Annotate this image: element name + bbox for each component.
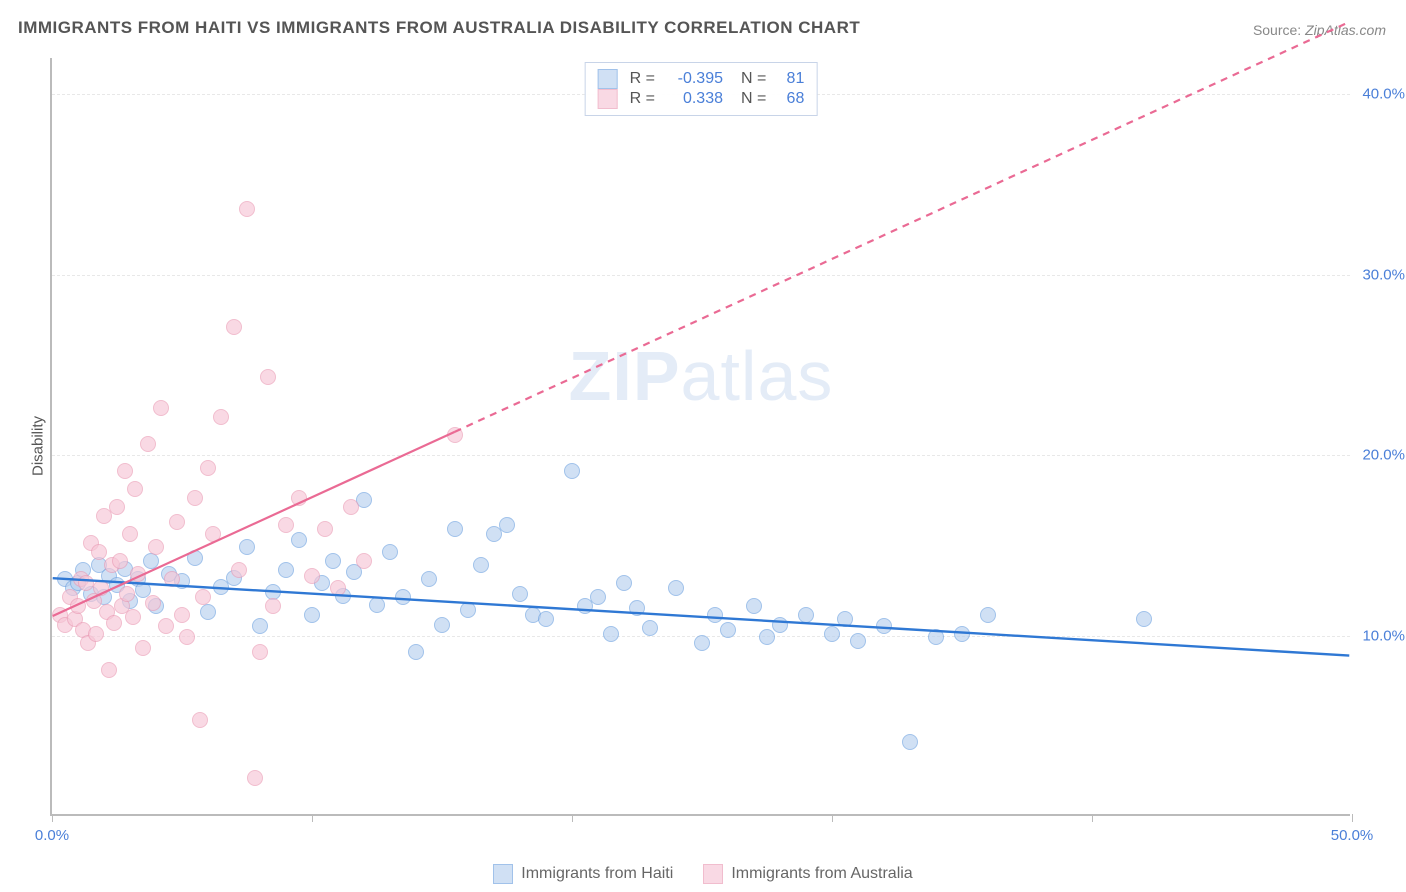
x-tick-mark [572, 814, 573, 822]
legend-swatch [493, 864, 513, 884]
x-tick-mark [832, 814, 833, 822]
y-tick-label: 40.0% [1355, 86, 1405, 103]
x-tick-mark [312, 814, 313, 822]
chart-container: { "title": "IMMIGRANTS FROM HAITI VS IMM… [0, 0, 1406, 892]
n-label: N = [741, 70, 766, 88]
legend-item-haiti: Immigrants from Haiti [493, 864, 673, 884]
chart-title: IMMIGRANTS FROM HAITI VS IMMIGRANTS FROM… [18, 18, 860, 38]
trend-lines [52, 58, 1350, 814]
trend-line-haiti [53, 578, 1350, 655]
x-tick-label: 0.0% [35, 827, 69, 844]
y-tick-label: 30.0% [1355, 266, 1405, 283]
legend-label: Immigrants from Haiti [521, 865, 673, 883]
r-label: R = [630, 90, 655, 108]
legend-label: Immigrants from Australia [731, 865, 912, 883]
r-value: 0.338 [663, 90, 723, 108]
legend-swatch [598, 89, 618, 109]
x-tick-mark [1352, 814, 1353, 822]
n-value: 81 [774, 70, 804, 88]
n-value: 68 [774, 90, 804, 108]
plot-area: ZIPatlas R =-0.395N =81R =0.338N =68 10.… [50, 58, 1350, 816]
legend-swatch [703, 864, 723, 884]
legend-swatch [598, 69, 618, 89]
correlation-legend: R = -0.395 N = 81 R = 0.338 N = 68 [585, 62, 818, 116]
r-label: R = [630, 70, 655, 88]
x-tick-mark [52, 814, 53, 822]
legend-row-australia: R = 0.338 N = 68 [598, 89, 805, 109]
r-value: -0.395 [663, 70, 723, 88]
x-tick-label: 50.0% [1331, 827, 1374, 844]
legend-row-haiti: R = -0.395 N = 81 [598, 69, 805, 89]
source-label: Source: [1253, 22, 1301, 38]
y-tick-label: 10.0% [1355, 627, 1405, 644]
legend-item-australia: Immigrants from Australia [703, 864, 912, 884]
trend-line-australia [53, 432, 455, 616]
series-legend: Immigrants from Haiti Immigrants from Aus… [0, 864, 1406, 884]
n-label: N = [741, 90, 766, 108]
x-tick-mark [1092, 814, 1093, 822]
y-axis-label: Disability [30, 416, 47, 476]
y-tick-label: 20.0% [1355, 447, 1405, 464]
